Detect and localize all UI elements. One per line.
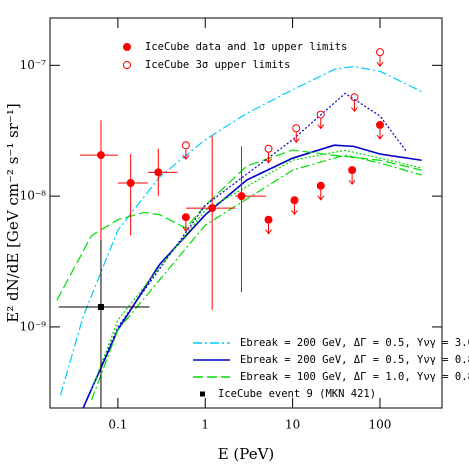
- upper-limit-arrow: [292, 132, 300, 144]
- upper-limit-arrow: [291, 204, 298, 216]
- upper-limit-arrow: [317, 118, 325, 130]
- point: [126, 178, 135, 187]
- curve: [59, 65, 422, 396]
- point: [316, 110, 325, 119]
- upper-limit-arrow: [348, 174, 356, 185]
- legend-label: Ebreak = 200 GeV, ΔΓ = 0.5, Yνγ = 0.8: [240, 354, 469, 366]
- point: [97, 304, 104, 311]
- point: [290, 196, 299, 205]
- x-tick-label: 10: [285, 418, 300, 432]
- legend-label: Ebreak = 200 GeV, ΔΓ = 0.5, Yνγ = 3.0: [240, 337, 469, 349]
- point: [292, 124, 301, 133]
- curve: [91, 154, 422, 401]
- legend-marker: [123, 43, 131, 51]
- x-axis-label: E (PeV): [218, 445, 275, 463]
- y-tick-label: 10⁻⁹: [20, 319, 47, 333]
- x-tick-label: 1: [201, 418, 209, 432]
- curve: [56, 149, 422, 301]
- legend-marker: [200, 391, 205, 397]
- curve: [91, 149, 422, 391]
- point: [237, 192, 246, 201]
- legend-label: IceCube 3σ upper limits: [145, 59, 290, 71]
- curve: [82, 92, 407, 408]
- upper-limit-arrow: [182, 221, 190, 233]
- plot-frame: [49, 17, 443, 409]
- legend-label: IceCube event 9 (MKN 421): [218, 388, 376, 400]
- point: [154, 168, 163, 177]
- point: [181, 141, 190, 150]
- upper-limit-arrow: [182, 149, 190, 161]
- point: [350, 93, 359, 102]
- y-tick-label: 10⁻⁸: [20, 189, 47, 203]
- point: [208, 204, 217, 213]
- point: [96, 151, 105, 160]
- point: [264, 144, 273, 153]
- x-tick-label: 0.1: [108, 418, 127, 432]
- plot-area: [56, 48, 422, 408]
- x-tick-label: 100: [369, 418, 392, 432]
- point: [181, 213, 190, 222]
- upper-limit-arrow: [376, 128, 384, 140]
- point: [375, 48, 384, 57]
- point: [264, 215, 273, 224]
- y-tick-label: 10⁻⁷: [20, 58, 47, 72]
- y-axis-label: E² dN/dE [GeV cm⁻² s⁻¹ sr⁻¹]: [4, 103, 22, 323]
- legend-label: Ebreak = 100 GeV, ΔΓ = 1.0, Yνγ = 0.8: [240, 371, 469, 383]
- upper-limit-arrow: [376, 56, 384, 68]
- upper-limit-arrow: [265, 223, 272, 235]
- point: [348, 166, 357, 175]
- legend-label: IceCube data and 1σ upper limits: [145, 41, 347, 53]
- upper-limit-arrow: [351, 101, 358, 113]
- point: [375, 120, 384, 129]
- legend-marker: [123, 61, 131, 69]
- upper-limit-arrow: [265, 152, 272, 164]
- upper-limit-arrow: [317, 189, 325, 201]
- point: [316, 181, 325, 190]
